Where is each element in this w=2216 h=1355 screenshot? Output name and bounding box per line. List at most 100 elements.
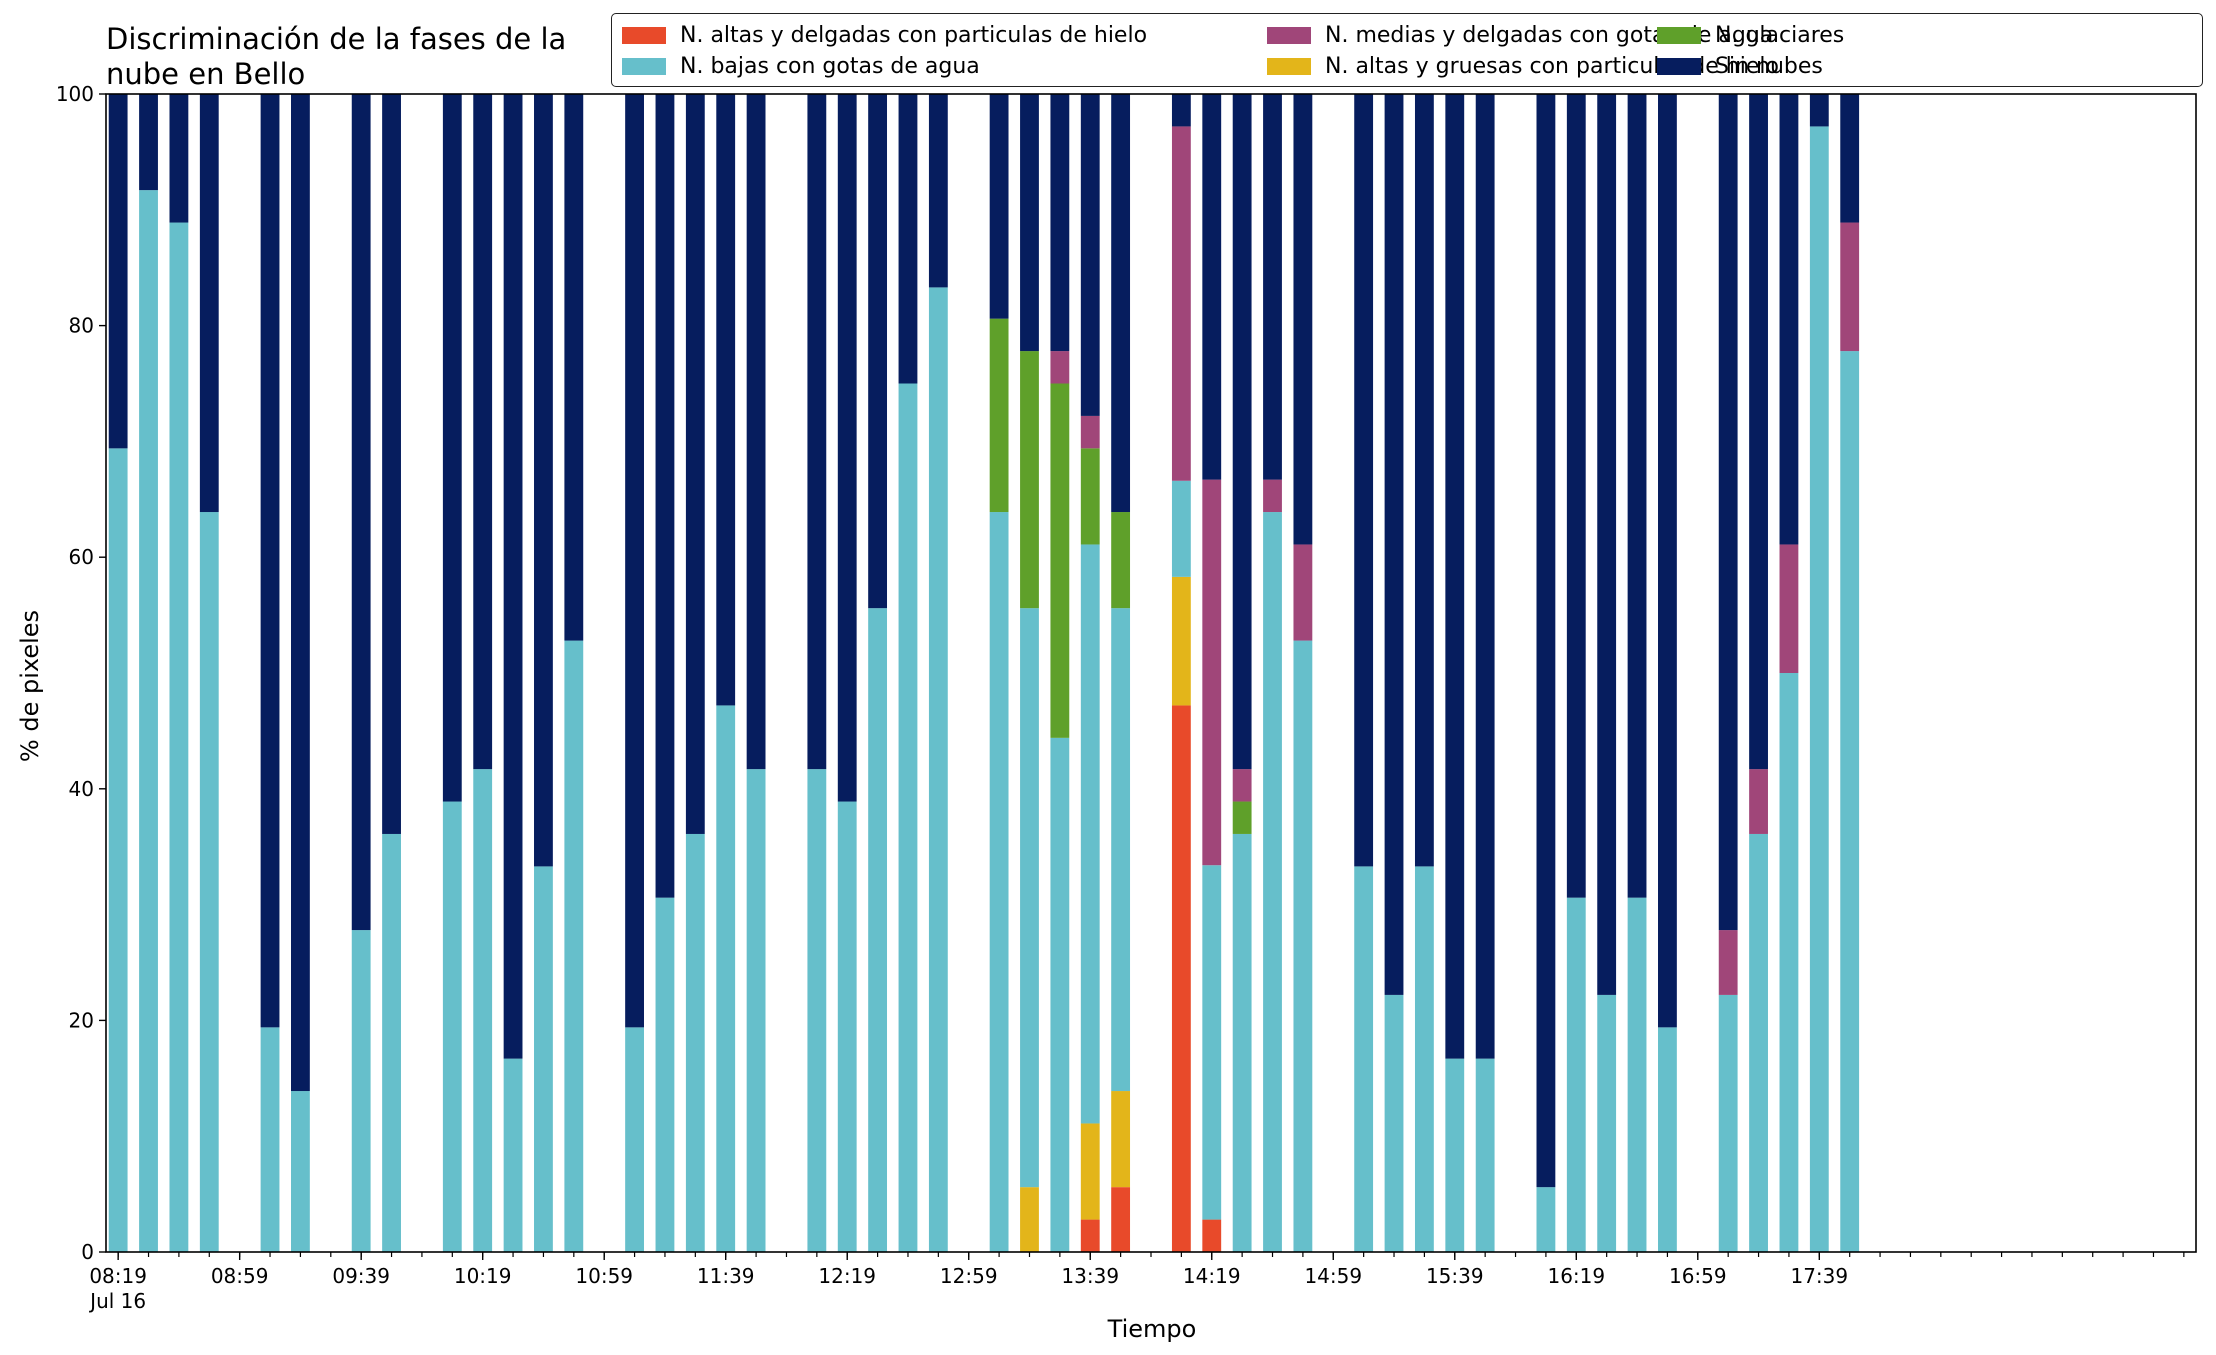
bar-segment-28-5 — [1171, 94, 1191, 127]
legend-swatch — [1267, 26, 1311, 44]
bar-segment-1-5 — [139, 94, 158, 191]
bar-segment-18-5 — [807, 94, 827, 770]
x-tick-label-9: 14:19 — [1183, 1264, 1241, 1288]
bar-segment-35-2 — [1414, 866, 1434, 1252]
bar-segment-2-2 — [169, 222, 189, 1252]
x-tick-label-2: 09:39 — [332, 1264, 390, 1288]
bar-segment-16-2 — [716, 705, 736, 1252]
bar-segment-13-5 — [625, 94, 644, 1028]
bar-segment-11-2 — [534, 866, 553, 1252]
x-tick-label-0: 08:19 — [89, 1264, 147, 1288]
bar-segment-3-2 — [199, 512, 219, 1252]
bar-segment-40-2 — [1597, 994, 1617, 1252]
bar-segment-40-5 — [1597, 94, 1617, 995]
x-tick-label-1: 08:59 — [211, 1264, 269, 1288]
bar-segment-45-4 — [1779, 544, 1799, 673]
bar-segment-13-2 — [625, 1027, 644, 1252]
bar-segment-25-2 — [1050, 737, 1070, 1252]
legend-label: N. glaciares — [1715, 22, 1845, 48]
x-tick-label-12: 16:19 — [1547, 1264, 1605, 1288]
bar-segment-23-5 — [989, 94, 1009, 319]
legend: N. altas y delgadas con particulas de hi… — [611, 13, 2203, 87]
bar-segment-19-2 — [837, 801, 857, 1252]
bar-segment-32-4 — [1293, 544, 1313, 641]
bar-segment-44-2 — [1749, 833, 1768, 1252]
bar-segment-34-5 — [1384, 94, 1404, 995]
bar-segment-38-2 — [1536, 1187, 1556, 1252]
bar-segment-28-2 — [1171, 480, 1191, 577]
bar-segment-14-2 — [655, 897, 675, 1252]
bar-segment-6-5 — [351, 94, 371, 931]
x-tick-label-5: 11:39 — [697, 1264, 755, 1288]
legend-swatch — [1657, 26, 1701, 44]
bar-segment-21-2 — [898, 383, 918, 1252]
bar-segment-37-2 — [1475, 1058, 1495, 1252]
bar-segment-24-5 — [1020, 94, 1039, 352]
x-tick-label-7: 12:59 — [940, 1264, 998, 1288]
legend-item: N. altas y delgadas con particulas de hi… — [622, 22, 1147, 48]
bar-segment-25-5 — [1050, 94, 1070, 352]
bar-segment-15-2 — [685, 833, 705, 1252]
x-axis-label: Tiempo — [1107, 1315, 1197, 1343]
x-tick-label-14: 17:39 — [1790, 1264, 1848, 1288]
bar-segment-23-2 — [989, 512, 1009, 1252]
bar-segment-35-5 — [1414, 94, 1434, 867]
bar-segment-8-2 — [442, 801, 462, 1252]
bar-segment-33-2 — [1354, 866, 1374, 1252]
bar-segment-38-5 — [1536, 94, 1556, 1188]
y-tick-label-0: 0 — [81, 1240, 94, 1264]
bar-segment-43-4 — [1718, 930, 1738, 995]
bar-segment-4-2 — [260, 1027, 280, 1252]
bar-segment-5-5 — [291, 94, 310, 1092]
legend-item: Sin nubes — [1657, 53, 1823, 79]
bar-segment-26-0 — [1080, 1219, 1100, 1252]
bar-segment-0-2 — [108, 448, 128, 1253]
x-tick-label-6: 12:19 — [818, 1264, 876, 1288]
bar-segment-36-5 — [1445, 94, 1465, 1059]
bar-segment-24-2 — [1020, 608, 1039, 1188]
bar-segment-34-2 — [1384, 994, 1404, 1252]
x-tick-label-8: 13:39 — [1061, 1264, 1119, 1288]
bar-segment-1-2 — [139, 190, 158, 1253]
bar-segment-45-2 — [1779, 673, 1799, 1252]
bar-segment-10-2 — [503, 1058, 523, 1252]
y-tick-label-40: 40 — [69, 777, 94, 801]
bar-segment-45-5 — [1779, 94, 1799, 545]
bar-segment-27-5 — [1111, 94, 1131, 513]
bar-segment-26-5 — [1080, 94, 1100, 416]
x-tick-label-10: 14:59 — [1304, 1264, 1362, 1288]
bar-segment-20-2 — [868, 608, 888, 1252]
legend-item: N. altas y gruesas con particulas de hie… — [1267, 53, 1779, 79]
bar-segment-37-5 — [1475, 94, 1495, 1059]
bar-segment-18-2 — [807, 769, 827, 1252]
chart-title-line-1: Discriminación de la fases de la — [106, 22, 567, 56]
bar-segment-32-5 — [1293, 94, 1313, 545]
bar-segment-26-2 — [1080, 544, 1100, 1124]
bar-segment-46-5 — [1809, 94, 1829, 127]
bar-segment-20-5 — [868, 94, 888, 609]
bar-segment-47-5 — [1840, 94, 1860, 223]
bar-segment-26-3 — [1080, 448, 1100, 545]
bar-segment-31-5 — [1263, 94, 1282, 480]
bar-segment-22-2 — [928, 287, 948, 1252]
chart-title: Discriminación de la fases de la nube en… — [106, 22, 566, 92]
bar-segment-29-0 — [1202, 1219, 1222, 1252]
x-tick-label-3: 10:19 — [454, 1264, 512, 1288]
bar-segment-42-2 — [1658, 1027, 1677, 1252]
bar-segment-25-4 — [1050, 351, 1070, 384]
bar-segment-42-5 — [1658, 94, 1677, 1028]
bar-segment-46-2 — [1809, 126, 1829, 1252]
bar-segment-31-4 — [1263, 479, 1282, 513]
bar-segment-44-4 — [1749, 769, 1768, 834]
bars-group — [108, 94, 1860, 1253]
bar-segment-23-3 — [989, 318, 1009, 513]
bar-segment-7-2 — [382, 833, 401, 1252]
bar-segment-14-5 — [655, 94, 675, 898]
bar-segment-22-5 — [928, 94, 948, 288]
bar-segment-17-5 — [746, 94, 766, 770]
bar-segment-30-2 — [1232, 833, 1252, 1252]
y-tick-label-20: 20 — [69, 1008, 94, 1032]
bar-segment-39-5 — [1566, 94, 1586, 898]
bar-segment-47-2 — [1840, 351, 1860, 1253]
bar-segment-27-0 — [1111, 1187, 1131, 1252]
